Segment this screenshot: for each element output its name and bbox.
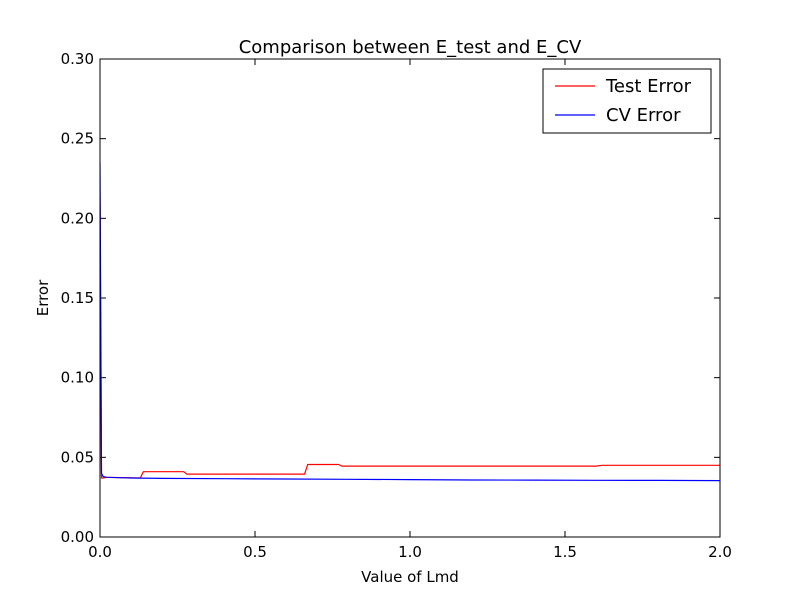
x-tick-label: 1.5 (553, 543, 577, 561)
x-tick-label: 2.0 (708, 543, 732, 561)
legend: Test Error CV Error (542, 68, 712, 134)
plot-area: 0.0 0.5 1.0 1.5 2.0 0.00 0.05 0.10 0.15 0.20 0.25 0… (61, 50, 732, 561)
legend-label: CV Error (606, 105, 681, 126)
y-tick-label: 0.30 (61, 50, 94, 68)
x-axis-label: Value of Lmd (361, 568, 459, 586)
series-line-cv-error (100, 162, 720, 482)
y-tick-label: 0.10 (61, 369, 94, 387)
x-tick-label: 0.0 (88, 543, 112, 561)
x-tick-label: 0.5 (243, 543, 267, 561)
y-tick-label: 0.05 (61, 448, 94, 466)
y-tick-label: 0.20 (61, 209, 94, 227)
y-axis-label: Error (34, 279, 52, 316)
plot-frame (99, 58, 721, 538)
chart-title: Comparison between E_test and E_CV (239, 37, 582, 58)
x-tick-label: 1.0 (398, 543, 422, 561)
legend-box (542, 68, 712, 134)
y-tick-label: 0.25 (61, 130, 94, 148)
y-tick-label: 0.15 (61, 289, 94, 307)
legend-label: Test Error (605, 76, 692, 97)
y-tick-label: 0.00 (61, 528, 94, 546)
